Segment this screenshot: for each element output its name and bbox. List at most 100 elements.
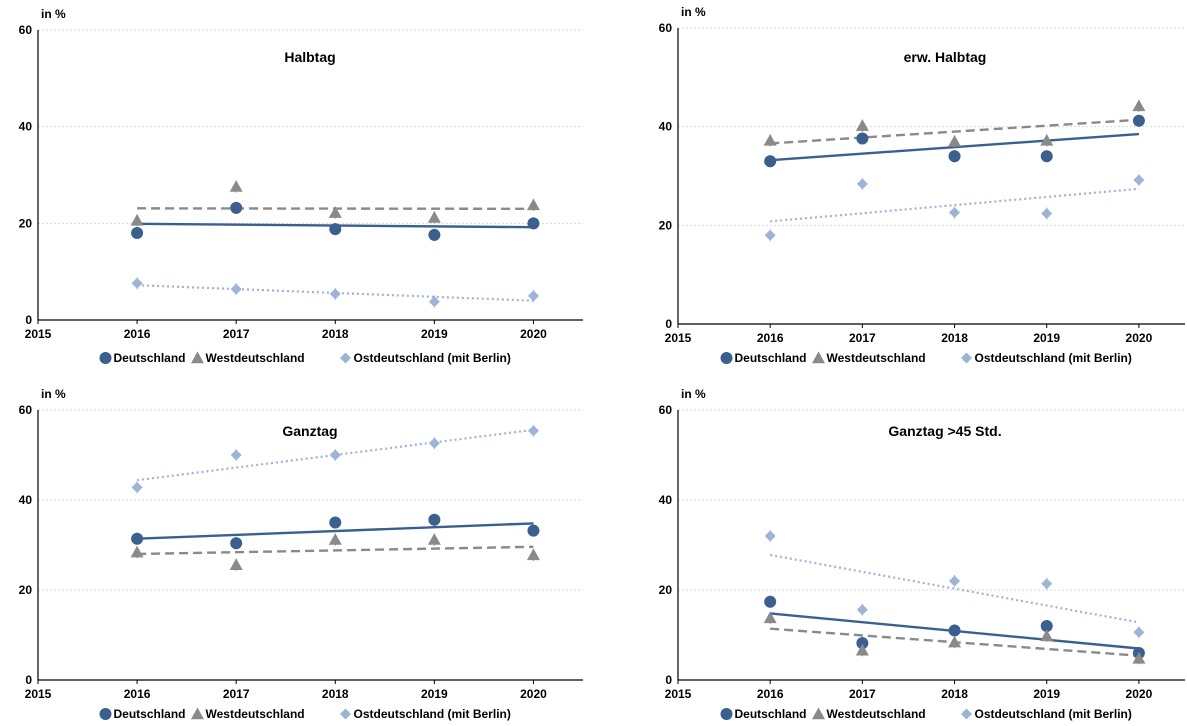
y-tick-label: 0: [665, 673, 672, 687]
data-point-ostdeutschland: [527, 425, 539, 437]
data-point-deutschland: [1040, 150, 1053, 163]
data-point-ostdeutschland: [856, 604, 868, 616]
x-tick-label: 2020: [1126, 687, 1153, 701]
y-tick-label: 0: [25, 313, 32, 327]
trendline-ostdeutschland: [137, 284, 534, 302]
x-tick-label: 2019: [1033, 687, 1060, 701]
legend-label: Deutschland: [735, 351, 807, 365]
data-point-westdeutschland: [526, 198, 540, 211]
data-point-deutschland: [764, 595, 777, 608]
x-tick-label: 2018: [941, 687, 968, 701]
x-tick-label: 2015: [25, 327, 52, 341]
data-point-ostdeutschland: [329, 288, 341, 300]
y-axis-label: in %: [41, 7, 66, 21]
data-point-westdeutschland: [229, 558, 243, 570]
data-point-ostdeutschland: [428, 296, 440, 308]
legend-label: Westdeutschland: [827, 707, 926, 721]
legend-marker: [720, 708, 733, 720]
x-tick-label: 2016: [757, 687, 784, 701]
data-point-deutschland: [764, 155, 777, 168]
y-tick-label: 20: [659, 583, 673, 597]
data-point-ostdeutschland: [230, 283, 242, 295]
x-tick-label: 2017: [849, 331, 876, 345]
trendline-westdeutschland: [137, 545, 534, 556]
data-point-deutschland: [856, 637, 869, 650]
y-tick-label: 20: [19, 583, 33, 597]
x-tick-label: 2020: [520, 327, 547, 341]
trendline-ostdeutschland: [769, 553, 1140, 624]
trendline-deutschland: [137, 522, 534, 540]
data-point-ostdeutschland: [764, 530, 776, 542]
data-point-westdeutschland: [763, 133, 777, 146]
data-point-ostdeutschland: [230, 449, 242, 461]
y-tick-label: 40: [19, 120, 33, 134]
data-point-ostdeutschland: [1133, 174, 1145, 186]
data-point-deutschland: [527, 217, 540, 230]
trendline-westdeutschland: [770, 118, 1139, 145]
y-tick-label: 0: [665, 317, 672, 331]
data-point-westdeutschland: [427, 211, 441, 223]
data-point-deutschland: [856, 132, 869, 145]
x-tick-label: 2019: [421, 687, 448, 701]
data-point-westdeutschland: [328, 533, 342, 545]
y-axis-label: in %: [41, 387, 66, 401]
legend: Deutschland Westdeutschland Ostdeutschland…: [720, 351, 1132, 365]
y-tick-label: 20: [659, 218, 673, 232]
data-point-westdeutschland: [948, 134, 962, 147]
x-tick-label: 2018: [322, 327, 349, 341]
y-tick-label: 40: [659, 120, 673, 134]
chart-panel-1: 0 20 40 60 2015 2016 2017 2018 2019 2020 in % Halbt…: [19, 7, 583, 365]
x-tick-label: 2017: [849, 687, 876, 701]
data-point-ostdeutschland: [1041, 578, 1053, 590]
legend-marker: [720, 352, 733, 364]
data-point-ostdeutschland: [131, 481, 143, 493]
data-point-ostdeutschland: [1133, 626, 1145, 638]
legend-marker: [99, 708, 112, 720]
legend-marker: [961, 708, 972, 720]
legend: Deutschland Westdeutschland Ostdeutschland…: [99, 351, 511, 365]
trendline-ostdeutschland: [770, 187, 1140, 223]
data-point-westdeutschland: [1040, 133, 1054, 146]
legend-label: Deutschland: [114, 351, 186, 365]
x-tick-label: 2020: [520, 687, 547, 701]
legend-marker: [99, 352, 112, 364]
data-point-ostdeutschland: [1041, 207, 1053, 219]
data-point-deutschland: [428, 513, 441, 526]
data-point-ostdeutschland: [131, 277, 143, 289]
data-point-ostdeutschland: [764, 229, 776, 241]
legend-marker: [191, 707, 204, 720]
data-point-deutschland: [329, 516, 342, 529]
y-tick-label: 60: [19, 23, 33, 37]
chart-panel-4: 0 20 40 60 2015 2016 2017 2018 2019 2020 in % Ganzt…: [659, 387, 1185, 721]
legend: Deutschland Westdeutschland Ostdeutschland…: [99, 707, 511, 721]
legend-marker: [340, 352, 351, 364]
data-point-westdeutschland: [855, 119, 869, 131]
y-tick-label: 0: [25, 673, 32, 687]
data-point-deutschland: [428, 228, 441, 241]
data-point-deutschland: [948, 624, 961, 637]
data-point-ostdeutschland: [329, 449, 341, 461]
legend-marker: [812, 351, 825, 364]
legend-marker: [812, 707, 825, 720]
data-point-westdeutschland: [763, 611, 777, 624]
legend-label: Deutschland: [114, 707, 186, 721]
data-point-deutschland: [230, 201, 243, 214]
data-point-westdeutschland: [1132, 651, 1146, 664]
chart-title: erw. Halbtag: [904, 49, 987, 65]
data-point-ostdeutschland: [949, 207, 961, 219]
data-point-ostdeutschland: [856, 178, 868, 190]
data-point-westdeutschland: [526, 548, 540, 561]
y-tick-label: 20: [19, 216, 33, 230]
x-tick-label: 2018: [941, 331, 968, 345]
x-tick-label: 2015: [665, 687, 692, 701]
data-point-deutschland: [1132, 114, 1145, 127]
legend-label: Westdeutschland: [206, 707, 305, 721]
x-tick-label: 2016: [124, 327, 151, 341]
chart-title: Ganztag: [282, 423, 337, 439]
x-tick-label: 2020: [1126, 331, 1153, 345]
x-tick-label: 2019: [421, 327, 448, 341]
y-tick-label: 60: [659, 21, 673, 35]
legend-label: Ostdeutschland (mit Berlin): [354, 351, 511, 365]
legend-label: Deutschland: [735, 707, 807, 721]
